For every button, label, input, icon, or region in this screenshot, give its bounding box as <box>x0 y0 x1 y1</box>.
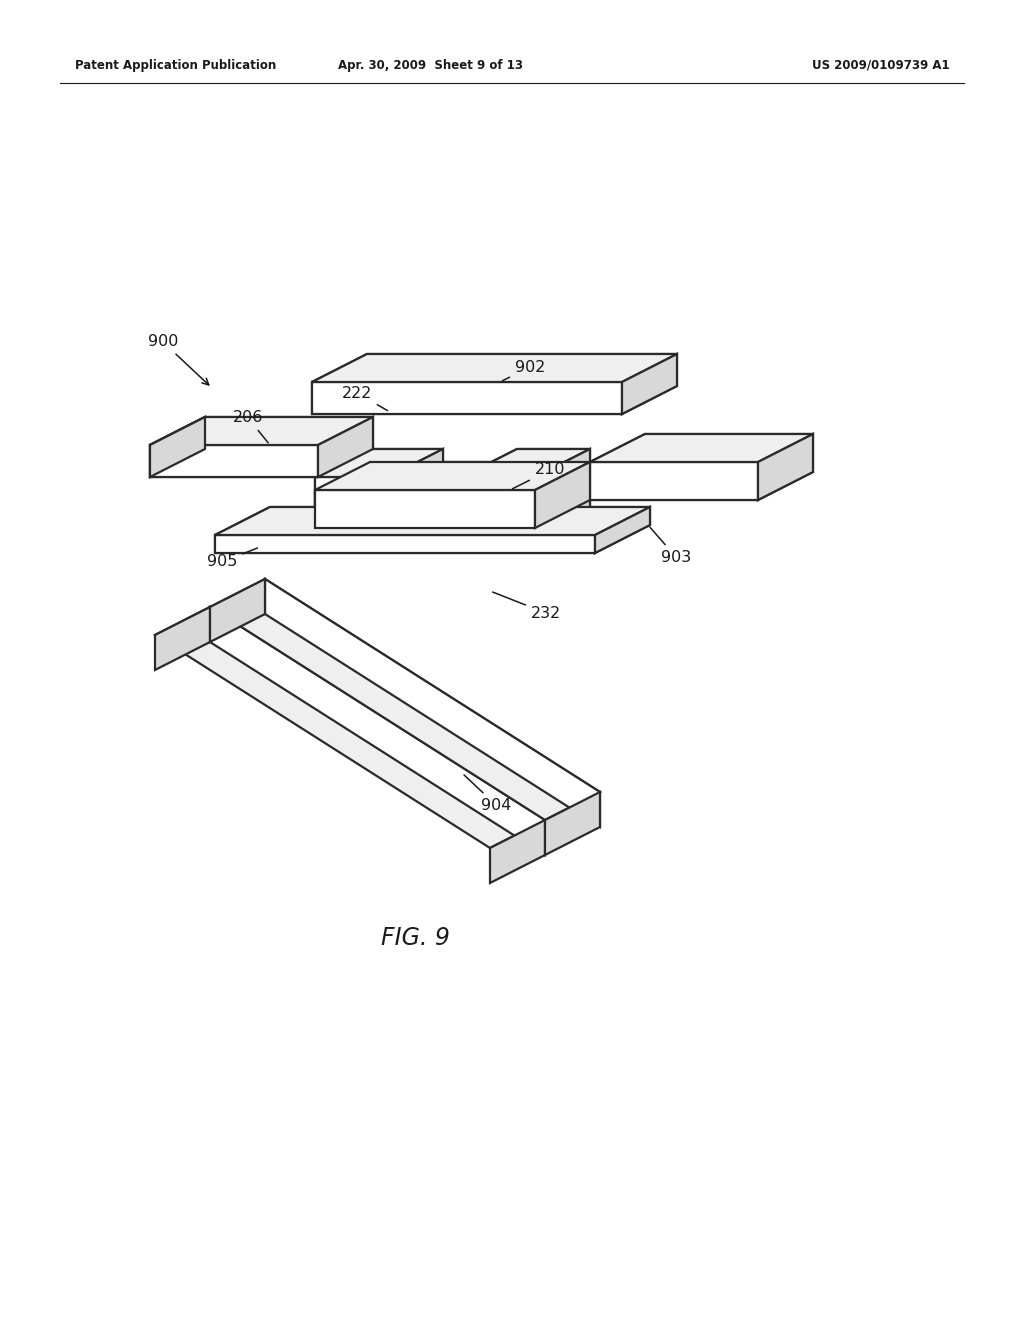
Polygon shape <box>318 417 373 477</box>
Polygon shape <box>462 449 590 477</box>
Polygon shape <box>318 417 373 477</box>
Polygon shape <box>312 354 677 381</box>
Polygon shape <box>210 579 600 820</box>
Polygon shape <box>150 417 205 477</box>
Polygon shape <box>388 449 443 537</box>
Polygon shape <box>758 434 813 500</box>
Polygon shape <box>215 535 595 553</box>
Polygon shape <box>545 792 600 855</box>
Polygon shape <box>315 462 590 490</box>
Polygon shape <box>150 417 205 477</box>
Text: 903: 903 <box>650 527 691 565</box>
Polygon shape <box>150 417 373 445</box>
Polygon shape <box>590 462 758 500</box>
Polygon shape <box>155 607 545 847</box>
Polygon shape <box>315 449 443 477</box>
Polygon shape <box>462 449 590 477</box>
Polygon shape <box>535 449 590 537</box>
Polygon shape <box>210 607 545 855</box>
Polygon shape <box>590 462 758 500</box>
Text: FIG. 9: FIG. 9 <box>381 927 450 950</box>
Polygon shape <box>315 477 388 537</box>
Text: 905: 905 <box>207 548 257 569</box>
Polygon shape <box>315 490 535 528</box>
Text: 222: 222 <box>342 385 388 411</box>
Text: 902: 902 <box>503 359 545 380</box>
Polygon shape <box>490 820 545 883</box>
Polygon shape <box>150 445 318 477</box>
Polygon shape <box>312 381 622 414</box>
Polygon shape <box>590 434 813 462</box>
Polygon shape <box>388 449 443 537</box>
Polygon shape <box>312 354 677 381</box>
Polygon shape <box>535 462 590 528</box>
Polygon shape <box>535 462 590 528</box>
Polygon shape <box>150 445 318 477</box>
Text: Apr. 30, 2009  Sheet 9 of 13: Apr. 30, 2009 Sheet 9 of 13 <box>338 58 522 71</box>
Text: 206: 206 <box>232 411 268 442</box>
Polygon shape <box>315 490 535 528</box>
Polygon shape <box>595 507 650 553</box>
Polygon shape <box>150 417 373 445</box>
Polygon shape <box>622 354 677 414</box>
Polygon shape <box>315 462 590 490</box>
Polygon shape <box>462 477 535 537</box>
Polygon shape <box>210 579 265 642</box>
Polygon shape <box>215 507 650 535</box>
Polygon shape <box>265 579 600 828</box>
Polygon shape <box>315 449 443 477</box>
Polygon shape <box>590 434 813 462</box>
Polygon shape <box>312 381 622 414</box>
Text: 904: 904 <box>464 775 511 813</box>
Text: 900: 900 <box>147 334 209 385</box>
Polygon shape <box>622 354 677 414</box>
Polygon shape <box>215 507 650 535</box>
Polygon shape <box>155 607 210 671</box>
Polygon shape <box>595 507 650 553</box>
Polygon shape <box>215 535 595 553</box>
Polygon shape <box>758 434 813 500</box>
Text: 232: 232 <box>493 591 561 620</box>
Text: US 2009/0109739 A1: US 2009/0109739 A1 <box>812 58 950 71</box>
Polygon shape <box>535 449 590 537</box>
Polygon shape <box>315 477 388 537</box>
Text: 210: 210 <box>512 462 565 488</box>
Text: Patent Application Publication: Patent Application Publication <box>75 58 276 71</box>
Polygon shape <box>462 477 535 537</box>
